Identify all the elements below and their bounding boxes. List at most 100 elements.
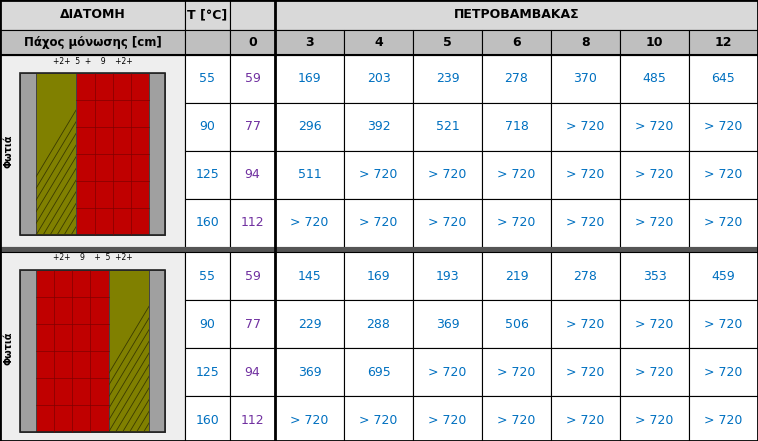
Bar	[185, 30, 230, 55]
Text: > 720: > 720	[428, 366, 467, 378]
Bar	[620, 199, 689, 247]
Text: 296: 296	[298, 120, 321, 134]
Text: 718: 718	[505, 120, 528, 134]
Bar	[275, 396, 344, 441]
Bar	[77, 73, 149, 235]
Bar	[551, 55, 620, 103]
Bar	[185, 348, 230, 396]
Text: 160: 160	[196, 217, 219, 229]
Bar	[230, 252, 275, 300]
Text: 6: 6	[512, 36, 521, 49]
Text: 77: 77	[245, 318, 261, 330]
Bar	[620, 348, 689, 396]
Bar	[689, 55, 758, 103]
Bar	[36, 73, 77, 235]
Text: 55: 55	[199, 269, 215, 283]
Text: > 720: > 720	[428, 217, 467, 229]
Text: > 720: > 720	[497, 168, 536, 182]
Text: > 720: > 720	[635, 318, 674, 330]
Bar	[275, 199, 344, 247]
Bar	[689, 30, 758, 55]
Bar	[149, 73, 165, 235]
Text: > 720: > 720	[566, 120, 605, 134]
Bar	[413, 199, 482, 247]
Text: 94: 94	[245, 168, 261, 182]
Bar	[551, 252, 620, 300]
Bar	[551, 103, 620, 151]
Text: 645: 645	[712, 72, 735, 86]
Bar	[689, 199, 758, 247]
Text: T [°C]: T [°C]	[187, 8, 227, 22]
Bar	[689, 396, 758, 441]
Bar	[620, 300, 689, 348]
Text: 12: 12	[715, 36, 732, 49]
Text: ΠΕΤΡΟΒΑΜΒΑΚΑΣ: ΠΕΤΡΟΒΑΜΒΑΚΑΣ	[454, 8, 579, 22]
Text: > 720: > 720	[635, 366, 674, 378]
Bar	[482, 30, 551, 55]
Text: > 720: > 720	[704, 414, 743, 426]
Text: 392: 392	[367, 120, 390, 134]
Bar	[275, 103, 344, 151]
Text: Πάχος μόνωσης [cm]: Πάχος μόνωσης [cm]	[23, 36, 161, 49]
Bar	[344, 348, 413, 396]
Bar	[344, 300, 413, 348]
Bar	[413, 151, 482, 199]
Bar	[620, 396, 689, 441]
Bar	[185, 0, 230, 30]
Text: > 720: > 720	[359, 168, 398, 182]
Bar	[551, 199, 620, 247]
Bar	[20, 73, 36, 235]
Text: 145: 145	[298, 269, 321, 283]
Bar	[185, 252, 230, 300]
Bar	[20, 270, 36, 432]
Bar	[185, 396, 230, 441]
Text: > 720: > 720	[566, 366, 605, 378]
Bar	[620, 30, 689, 55]
Text: 369: 369	[298, 366, 321, 378]
Text: > 720: > 720	[497, 414, 536, 426]
Text: > 720: > 720	[428, 414, 467, 426]
Bar	[689, 151, 758, 199]
Text: > 720: > 720	[290, 414, 329, 426]
Bar	[275, 0, 758, 30]
Bar	[230, 103, 275, 151]
Bar	[344, 30, 413, 55]
Bar	[230, 300, 275, 348]
Text: 203: 203	[367, 72, 390, 86]
Bar	[230, 0, 275, 30]
Bar	[344, 55, 413, 103]
Bar	[0, 247, 758, 252]
Text: 229: 229	[298, 318, 321, 330]
Text: 239: 239	[436, 72, 459, 86]
Text: > 720: > 720	[359, 217, 398, 229]
Bar	[344, 199, 413, 247]
Bar	[344, 103, 413, 151]
Text: 169: 169	[298, 72, 321, 86]
Bar	[482, 151, 551, 199]
Text: 370: 370	[574, 72, 597, 86]
Text: 4: 4	[374, 36, 383, 49]
Bar	[0, 252, 185, 441]
Text: > 720: > 720	[566, 318, 605, 330]
Bar	[0, 0, 185, 30]
Text: 521: 521	[436, 120, 459, 134]
Bar	[185, 151, 230, 199]
Text: 94: 94	[245, 366, 261, 378]
Bar	[482, 55, 551, 103]
Bar	[185, 300, 230, 348]
Text: 125: 125	[196, 168, 219, 182]
Text: 90: 90	[199, 120, 215, 134]
Text: > 720: > 720	[635, 120, 674, 134]
Bar	[482, 199, 551, 247]
Bar	[482, 103, 551, 151]
Bar	[551, 348, 620, 396]
Text: > 720: > 720	[428, 168, 467, 182]
Bar	[344, 252, 413, 300]
Text: > 720: > 720	[704, 217, 743, 229]
Text: 459: 459	[712, 269, 735, 283]
Text: > 720: > 720	[635, 217, 674, 229]
Bar	[620, 55, 689, 103]
Bar	[0, 30, 185, 55]
Bar	[620, 252, 689, 300]
Bar	[413, 103, 482, 151]
